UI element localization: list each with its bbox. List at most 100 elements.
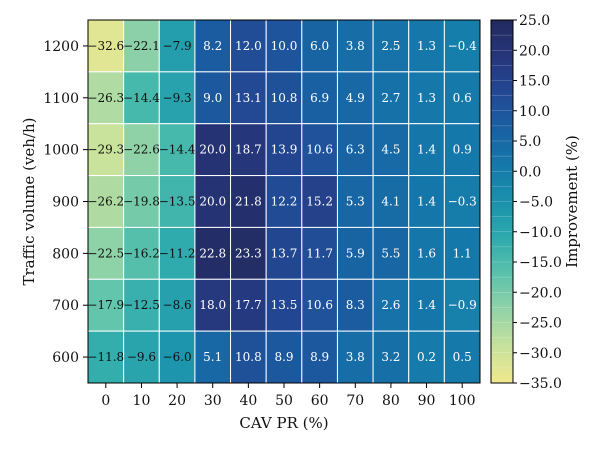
cell-value-label: 13.9 — [271, 143, 298, 157]
cell-value-label: 5.3 — [346, 195, 365, 209]
cell-value-label: 0.5 — [453, 350, 472, 364]
x-tick-label: 60 — [311, 393, 329, 409]
cell-value-label: −7.9 — [163, 39, 192, 53]
cell-value-label: 3.8 — [346, 350, 365, 364]
x-tick-label: 0 — [101, 393, 110, 409]
heatmap-cell — [408, 19, 445, 73]
heatmap-cell — [336, 71, 374, 125]
heatmap-cell — [372, 278, 410, 332]
cell-value-label: 20.0 — [199, 195, 226, 209]
cell-value-label: 12.2 — [271, 195, 298, 209]
x-axis-title: CAV PR (%) — [239, 414, 328, 432]
cell-value-label: 8.2 — [203, 39, 222, 53]
y-tick-label: 900 — [52, 195, 79, 211]
colorbar-tick-label: 10.0 — [519, 104, 550, 120]
cell-value-label: 3.2 — [381, 350, 400, 364]
cell-value-label: 10.6 — [306, 298, 333, 312]
heatmap-cell — [194, 330, 232, 384]
cell-value-label: 8.9 — [274, 350, 293, 364]
heatmap-cell — [158, 330, 196, 384]
cell-value-label: 0.2 — [417, 350, 436, 364]
colorbar-tick-label: −5.0 — [519, 195, 553, 211]
cell-value-label: 18.7 — [235, 143, 262, 157]
heatmap-cell — [87, 226, 125, 280]
cell-value-label: 13.7 — [271, 246, 298, 260]
heatmap-cell — [372, 330, 410, 384]
heatmap-cell — [87, 278, 125, 332]
heatmap-cell — [87, 71, 125, 125]
colorbar-tick-label: −15.0 — [519, 255, 562, 271]
cell-value-label: −22.5 — [87, 246, 124, 260]
cell-value-label: 1.3 — [417, 91, 436, 105]
cell-value-label: −12.5 — [123, 298, 160, 312]
heatmap-cell — [265, 19, 303, 73]
cell-value-label: 3.8 — [346, 39, 365, 53]
heatmap-cell — [301, 226, 338, 280]
cell-value-label: −6.0 — [163, 350, 192, 364]
cell-value-label: −32.6 — [87, 39, 124, 53]
heatmap-cell — [408, 226, 445, 280]
cell-value-label: −26.3 — [87, 91, 124, 105]
heatmap-cell — [123, 226, 160, 280]
heatmap-cell — [230, 71, 267, 125]
cell-value-label: −29.3 — [87, 143, 124, 157]
y-tick-label: 700 — [52, 298, 79, 314]
cell-value-label: −16.2 — [123, 246, 160, 260]
cell-value-label: −9.6 — [127, 350, 156, 364]
y-axis-title: Traffic volume (veh/h) — [20, 117, 38, 285]
x-tick-label: 40 — [239, 393, 257, 409]
colorbar-tick-label: −30.0 — [519, 346, 562, 362]
cell-value-label: 1.6 — [417, 246, 436, 260]
x-axis-ticks: 0 10 20 30 40 50 60 70 80 90 100 — [101, 383, 476, 409]
y-axis-ticks: 1200 1100 1000 900 800 700 600 — [43, 39, 88, 366]
colorbar-tick-label: 20.0 — [519, 43, 550, 59]
heatmap-cell — [265, 175, 303, 228]
heatmap-cell — [443, 330, 481, 384]
heatmap-cell — [194, 278, 232, 332]
colorbar-tick-label: −25.0 — [519, 316, 562, 332]
heatmap-cell — [230, 226, 267, 280]
heatmap-cell — [230, 123, 267, 177]
colorbar-gradient — [491, 20, 513, 383]
cell-value-label: 11.7 — [306, 246, 333, 260]
heatmap-cell — [123, 19, 160, 73]
cell-value-label: 1.4 — [417, 298, 436, 312]
colorbar-title: Improvement (%) — [563, 135, 581, 268]
heatmap-cell — [301, 330, 338, 384]
heatmap-cell — [443, 71, 481, 125]
cell-value-label: −13.5 — [159, 195, 196, 209]
colorbar: 25.0 20.0 15.0 10.0 5.0 0.0 −5.0 −10.0 −15.0 −20.… — [490, 13, 562, 392]
cell-value-label: 22.8 — [199, 246, 226, 260]
cell-value-label: 5.9 — [346, 246, 365, 260]
cell-value-label: 17.7 — [235, 298, 262, 312]
heatmap-cell — [194, 175, 232, 228]
cell-value-label: 4.9 — [346, 91, 365, 105]
cell-value-label: 10.0 — [271, 39, 298, 53]
cell-value-label: −17.9 — [87, 298, 124, 312]
heatmap-cell — [194, 226, 232, 280]
cell-value-label: 9.0 — [203, 91, 222, 105]
heatmap-cell — [87, 19, 125, 73]
cell-value-label: −22.6 — [123, 143, 160, 157]
heatmap-cell — [87, 330, 125, 384]
cell-value-label: −14.4 — [159, 143, 196, 157]
cell-value-label: 6.9 — [310, 91, 329, 105]
heatmap-cell — [265, 226, 303, 280]
cell-value-label: −22.1 — [123, 39, 160, 53]
cell-value-label: 0.6 — [453, 91, 472, 105]
cell-value-label: −0.4 — [448, 39, 478, 53]
heatmap-cell — [443, 278, 481, 332]
heatmap-cell — [372, 175, 410, 228]
x-tick-label: 70 — [346, 393, 364, 409]
heatmap-cells — [87, 19, 481, 384]
colorbar-tick-label: 25.0 — [519, 13, 550, 29]
x-tick-label: 20 — [168, 393, 186, 409]
cell-value-labels: −32.6−22.1 −7.9 8.2 12.0 10.0 6.0 3.8 2.5 1.3 −0.… — [87, 39, 477, 364]
x-tick-label: 10 — [133, 393, 151, 409]
cell-value-label: 1.1 — [453, 246, 472, 260]
cell-value-label: 6.3 — [346, 143, 365, 157]
heatmap-cell — [87, 123, 125, 177]
cell-value-label: −19.8 — [123, 195, 160, 209]
cell-value-label: 4.1 — [381, 195, 400, 209]
plot-frame — [87, 19, 481, 384]
